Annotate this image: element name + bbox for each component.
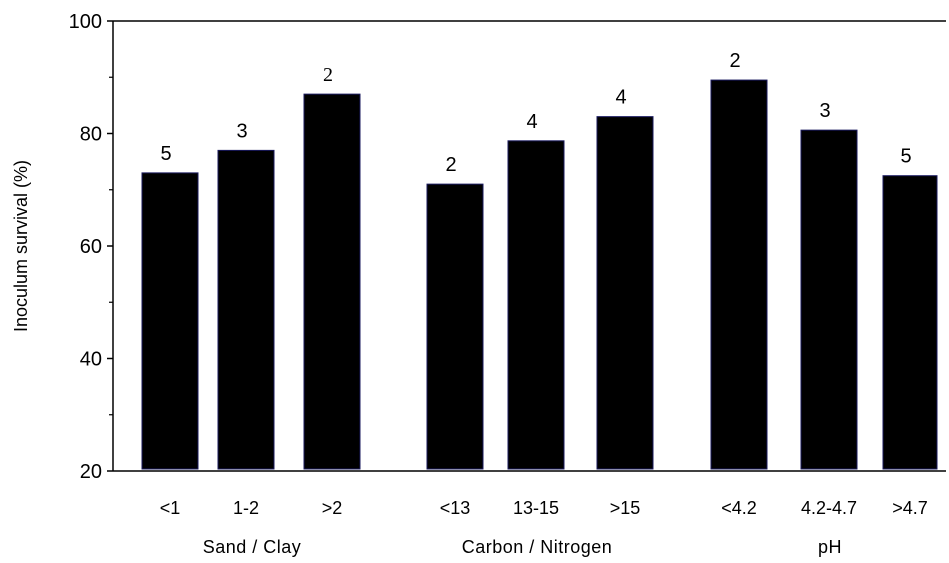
- bar-count-label: 3: [819, 100, 830, 122]
- bar: [710, 79, 768, 470]
- y-tick-label: 60: [80, 236, 102, 258]
- bar: [596, 116, 654, 470]
- bars: [141, 79, 938, 470]
- bar: [303, 93, 361, 470]
- bar: [217, 149, 275, 470]
- bar: [800, 129, 858, 470]
- y-tick-label: 20: [80, 461, 102, 483]
- bar-count-label: 5: [900, 146, 911, 168]
- bar-count-label: 5: [160, 143, 171, 165]
- group-labels: Sand / Clay Carbon / Nitrogen pH: [203, 537, 842, 557]
- group-label: pH: [818, 537, 842, 557]
- x-tick-label: 13-15: [513, 498, 559, 518]
- bar: [507, 140, 565, 470]
- group-label: Carbon / Nitrogen: [462, 537, 613, 557]
- x-tick-label: <4.2: [721, 498, 757, 518]
- x-tick-labels: <1 1-2 >2 <13 13-15 >15 <4.2 4.2-4.7 >4.7: [160, 498, 928, 518]
- bar-count-label: 4: [615, 87, 626, 109]
- bar-count-label: 2: [445, 154, 456, 176]
- y-axis-label: Inoculum survival (%): [11, 160, 31, 332]
- bar: [882, 175, 938, 470]
- x-tick-label: 1-2: [233, 498, 259, 518]
- bar-count-label: 3: [236, 120, 247, 142]
- y-tick-label: 80: [80, 124, 102, 146]
- y-tick-label: 40: [80, 349, 102, 371]
- x-tick-label: >15: [610, 498, 641, 518]
- x-tick-label: <13: [440, 498, 471, 518]
- x-tick-label: >2: [322, 498, 343, 518]
- y-tick-label: 100: [69, 11, 102, 33]
- bar-count-label: 4: [526, 111, 537, 133]
- bar-count-label: 2: [729, 50, 740, 72]
- bar: [141, 172, 199, 470]
- group-label: Sand / Clay: [203, 537, 302, 557]
- bar: [426, 183, 484, 470]
- x-tick-label: <1: [160, 498, 181, 518]
- x-tick-label: 4.2-4.7: [801, 498, 857, 518]
- y-axis: 20 40 60 80 100: [69, 11, 946, 483]
- bar-count-label: 2: [323, 64, 333, 86]
- count-labels: 5 3 2 2 4 4 2 3 5: [160, 50, 911, 176]
- x-tick-label: >4.7: [892, 498, 928, 518]
